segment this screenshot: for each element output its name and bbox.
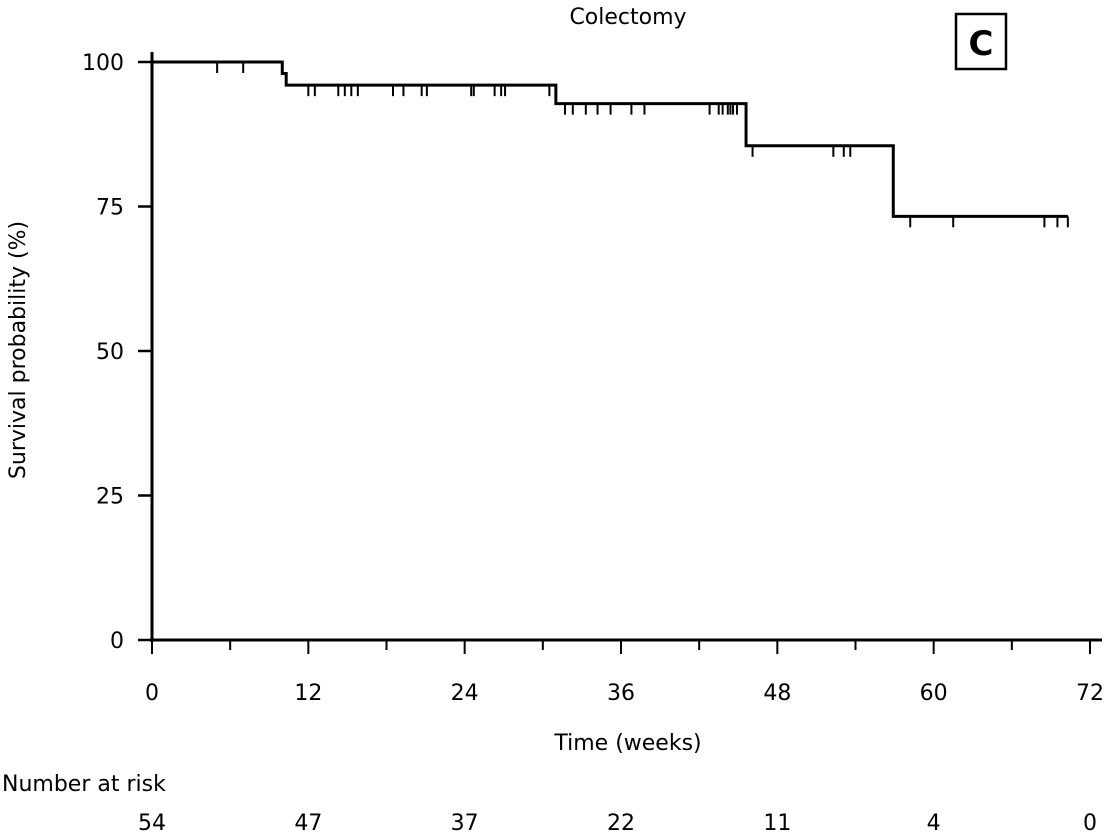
y-tick-label: 75: [96, 196, 124, 221]
risk-table-value: 11: [763, 811, 791, 834]
x-tick-label: 72: [1076, 681, 1104, 706]
risk-table-value: 4: [927, 811, 941, 834]
chart-title: Colectomy: [569, 5, 686, 30]
x-tick-label: 48: [763, 681, 791, 706]
y-tick-label: 100: [82, 51, 124, 76]
y-tick-label: 50: [96, 340, 124, 365]
risk-table-value: 0: [1083, 811, 1097, 834]
risk-table-value: 54: [138, 811, 166, 834]
panel-label-box: C: [954, 12, 1008, 71]
x-tick-label: 36: [607, 681, 635, 706]
risk-table-value: 47: [294, 811, 322, 834]
x-tick-label: 60: [920, 681, 948, 706]
y-tick-label: 25: [96, 485, 124, 510]
y-tick-label: 0: [110, 629, 124, 654]
y-axis-label: Survival probability (%): [6, 221, 31, 479]
x-axis-label: Time (weeks): [553, 731, 701, 756]
survival-curve: [152, 60, 1068, 218]
risk-table-label: Number at risk: [2, 772, 166, 797]
x-tick-label: 12: [294, 681, 322, 706]
x-tick-label: 0: [145, 681, 159, 706]
panel-label: C: [969, 24, 994, 64]
x-tick-label: 24: [451, 681, 479, 706]
risk-table-value: 37: [451, 811, 479, 834]
risk-table-value: 22: [607, 811, 635, 834]
